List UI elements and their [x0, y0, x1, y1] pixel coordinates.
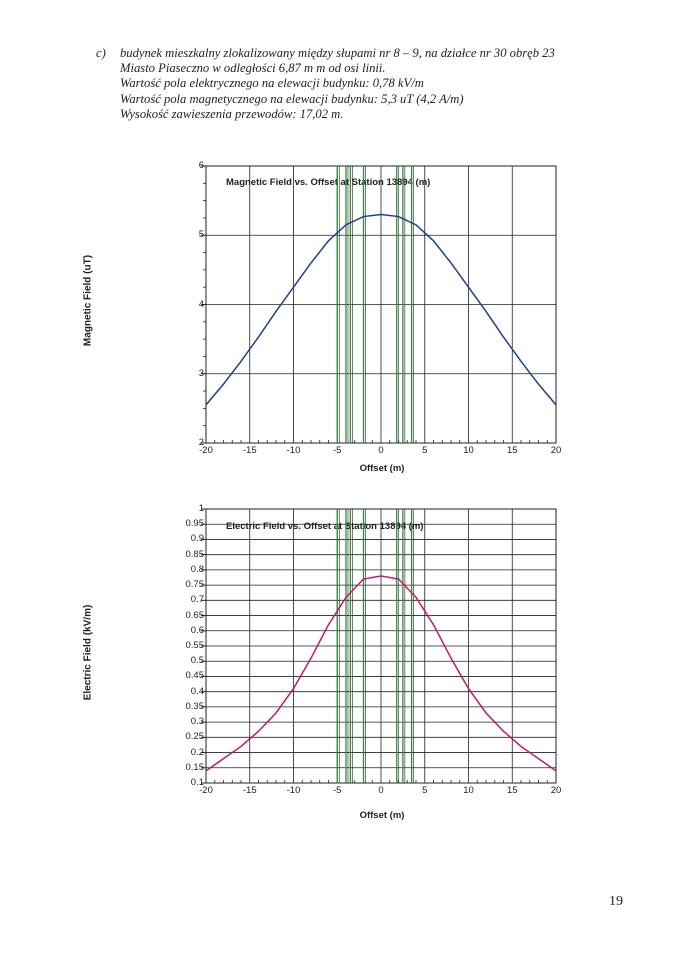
y-tick-label: 0.5	[190, 655, 204, 667]
y-tick-label: 3	[198, 367, 204, 379]
x-tick-label: -20	[199, 785, 213, 796]
magnetic-field-chart: Magnetic Field vs. Offset at Station 138…	[0, 150, 682, 490]
x-tick-label: -20	[199, 445, 213, 456]
y-tick-label: 0.65	[185, 609, 205, 621]
x-tick-label: 10	[463, 785, 474, 796]
y-tick-label: 0.75	[185, 579, 205, 591]
y-tick-label: 0.55	[185, 640, 205, 651]
y-tick-label: 6	[198, 160, 204, 171]
x-tick-label: -5	[333, 445, 342, 456]
y-tick-label: 1	[198, 503, 204, 514]
x-tick-label: -15	[242, 445, 257, 456]
y-tick-label: 4	[198, 298, 204, 310]
x-axis-label: Offset (m)	[359, 463, 405, 474]
chart-plot	[201, 508, 557, 784]
x-tick-label: -15	[242, 785, 257, 796]
y-tick-label: 0.3	[190, 716, 204, 728]
y-tick-label: 0.35	[185, 700, 205, 712]
y-tick-label: 0.8	[190, 563, 204, 575]
y-tick-label: 0.85	[185, 548, 205, 560]
x-tick-label: 5	[422, 445, 428, 456]
x-tick-label: -5	[333, 785, 342, 796]
x-tick-label: 10	[463, 445, 474, 456]
y-tick-label: 0.25	[185, 731, 205, 743]
chart-title: Magnetic Field vs. Offset at Station 138…	[226, 177, 431, 188]
electric-field-chart: Electric Field vs. Offset at Station 138…	[0, 497, 682, 837]
header-lines: budynek mieszkalny zlokalizowany między …	[120, 46, 555, 122]
y-tick-label: 0.9	[190, 533, 204, 545]
page-number: 19	[609, 894, 623, 909]
y-tick-label: 5	[198, 229, 204, 241]
y-tick-label: 0.15	[185, 761, 205, 773]
x-tick-label: 20	[550, 785, 562, 796]
y-tick-label: 2	[198, 437, 204, 448]
y-tick-label: 0.95	[185, 518, 205, 530]
header-line: Wartość pola magnetycznego na elewacji b…	[120, 91, 464, 106]
x-tick-label: 20	[550, 445, 562, 456]
header-line: Wysokość zawieszenia przewodów: 17,02 m.	[120, 106, 344, 121]
list-marker: c)	[96, 46, 106, 60]
x-tick-label: 15	[506, 445, 518, 456]
x-tick-label: 5	[422, 785, 428, 796]
y-tick-label: 0.4	[190, 685, 204, 697]
y-tick-label: 0.45	[185, 670, 205, 682]
x-tick-label: 0	[378, 445, 384, 456]
y-tick-label: 0.2	[190, 746, 204, 758]
chart-plot	[201, 165, 557, 444]
header-line: budynek mieszkalny zlokalizowany między …	[120, 46, 555, 60]
chart-title: Electric Field vs. Offset at Station 138…	[226, 521, 424, 532]
header-line: Miasto Piaseczno w odległości 6,87 m m o…	[120, 61, 386, 76]
x-tick-label: 0	[378, 785, 384, 796]
x-tick-label: -10	[286, 785, 301, 796]
x-axis-label: Offset (m)	[359, 810, 405, 821]
y-tick-label: 0.7	[190, 594, 204, 606]
header-line: Wartość pola elektrycznego na elewacji b…	[120, 76, 424, 91]
y-tick-label: 0.6	[190, 624, 204, 636]
x-tick-label: 15	[506, 785, 518, 796]
y-tick-label: 0.1	[190, 777, 204, 788]
x-tick-label: -10	[286, 445, 301, 456]
